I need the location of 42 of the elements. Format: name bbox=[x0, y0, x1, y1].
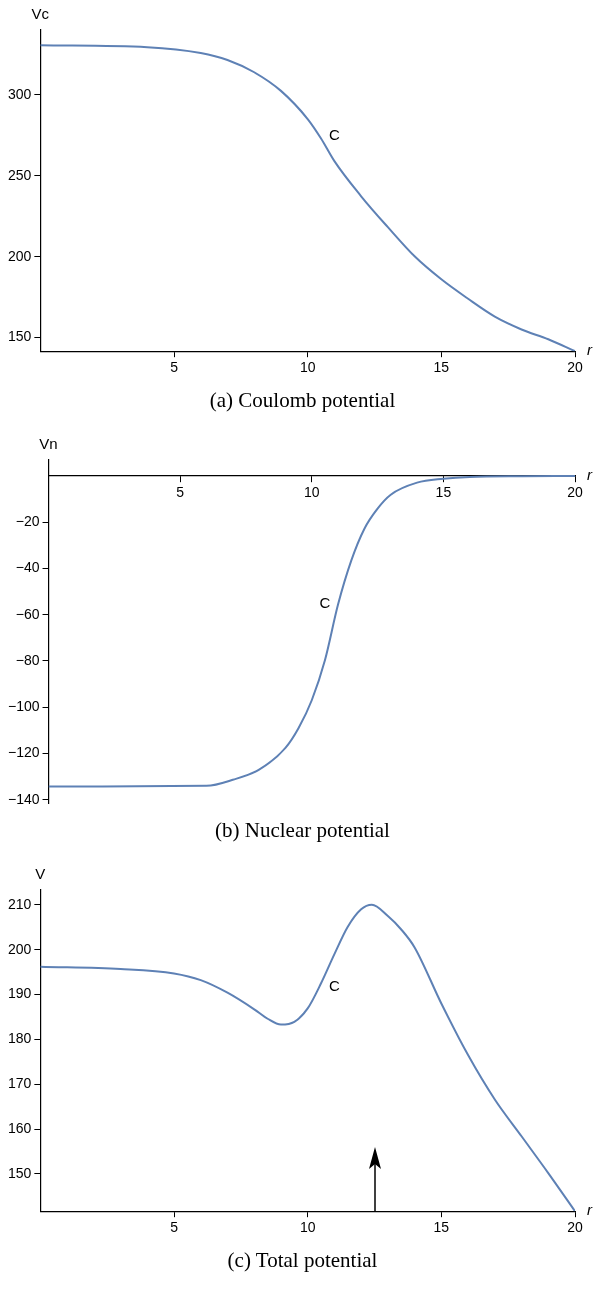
x-tick-label: 20 bbox=[567, 484, 583, 501]
y-tick-label: −120 bbox=[7, 744, 40, 761]
x-axis-title: r bbox=[587, 1201, 593, 1219]
x-tick-label: 5 bbox=[176, 484, 185, 501]
y-tick-label: −80 bbox=[15, 651, 40, 668]
y-tick-label: −20 bbox=[15, 513, 40, 530]
annotation: C bbox=[328, 126, 340, 144]
x-tick-label: 15 bbox=[433, 359, 450, 376]
y-tick-label: 200 bbox=[8, 940, 32, 957]
y-axis-title: V bbox=[35, 864, 46, 882]
text: (a) Coulomb potential bbox=[208, 387, 397, 414]
y-tick-label: 150 bbox=[8, 1164, 32, 1181]
y-tick-label: −140 bbox=[7, 790, 40, 807]
text: (c) Total potential bbox=[226, 1247, 379, 1274]
x-tick-label: 10 bbox=[303, 484, 320, 501]
x-tick-label: 10 bbox=[299, 359, 316, 376]
x-tick-label: 15 bbox=[433, 1219, 450, 1236]
y-axis-title: Vn bbox=[39, 434, 58, 452]
text: (b) Nuclear potential bbox=[214, 817, 391, 844]
x-tick-label: 15 bbox=[435, 484, 452, 501]
y-tick-label: 180 bbox=[8, 1030, 32, 1047]
y-tick-label: 150 bbox=[8, 328, 32, 345]
y-tick-label: 250 bbox=[8, 166, 32, 183]
x-tick-label: 20 bbox=[567, 1219, 583, 1236]
annotation: C bbox=[319, 594, 331, 612]
y-tick-label: 190 bbox=[8, 985, 32, 1002]
y-tick-label: −60 bbox=[15, 605, 40, 622]
x-tick-label: 5 bbox=[170, 1219, 179, 1236]
y-tick-label: 200 bbox=[8, 247, 32, 264]
y-tick-label: −40 bbox=[15, 559, 40, 576]
x-tick-label: 5 bbox=[170, 359, 179, 376]
y-tick-label: 170 bbox=[8, 1075, 32, 1092]
x-tick-label: 10 bbox=[299, 1219, 316, 1236]
x-tick-label: 20 bbox=[567, 359, 583, 376]
annotation: C bbox=[328, 976, 340, 994]
x-axis-title: r bbox=[587, 341, 593, 359]
x-axis-title: r bbox=[587, 466, 593, 484]
y-tick-label: 300 bbox=[8, 85, 32, 102]
y-axis-title: Vc bbox=[31, 4, 50, 22]
y-tick-label: 160 bbox=[8, 1119, 32, 1136]
y-tick-label: −100 bbox=[7, 698, 40, 715]
y-tick-label: 210 bbox=[8, 895, 32, 912]
